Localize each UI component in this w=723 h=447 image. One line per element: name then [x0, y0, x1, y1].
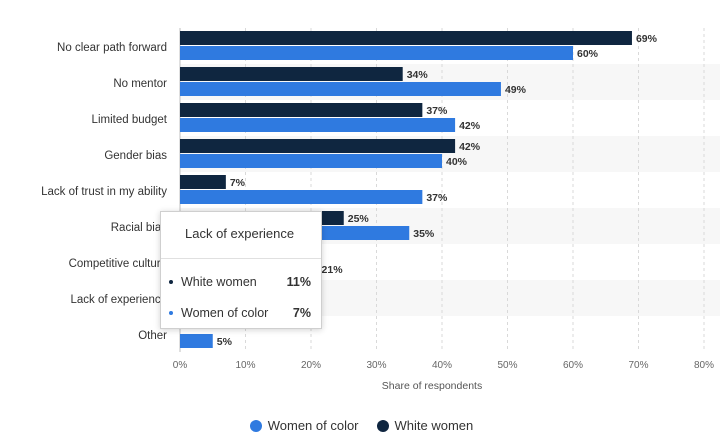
tooltip-value-white-women: 11%	[286, 275, 311, 289]
data-label-women-of-color-racial-bias: 35%	[413, 228, 435, 240]
data-label-women-of-color-lack-of-trust-in-my-ability: 37%	[426, 192, 448, 204]
category-label-gender-bias: Gender bias	[104, 150, 167, 162]
data-label-women-of-color-no-clear-path-forward: 60%	[577, 48, 599, 60]
data-label-women-of-color-no-mentor: 49%	[505, 84, 527, 96]
bar-white-women-no-clear-path-forward	[180, 31, 632, 45]
tooltip-title: Lack of experience	[185, 226, 295, 241]
tooltip-label-women-of-color: Women of color	[181, 306, 269, 320]
data-label-white-women-no-mentor: 34%	[407, 69, 429, 81]
legend-label-white-women: White women	[394, 418, 474, 433]
data-label-women-of-color-competitive-culture: 21%	[322, 264, 344, 276]
x-tick-label-80: 80%	[694, 360, 714, 371]
tooltip-label-white-women: White women	[181, 275, 257, 289]
category-label-lack-of-experience: Lack of experience	[70, 294, 167, 306]
category-label-competitive-culture: Competitive culture	[69, 258, 167, 270]
data-label-white-women-gender-bias: 42%	[459, 141, 481, 153]
bar-women-of-color-no-mentor	[180, 82, 501, 96]
category-label-no-clear-path-forward: No clear path forward	[57, 42, 167, 54]
legend-item-women-of-color[interactable]: Women of color	[249, 418, 359, 433]
tooltip: Lack of experience White women 11% Women…	[160, 211, 322, 329]
data-label-white-women-no-clear-path-forward: 69%	[636, 33, 658, 45]
category-label-lack-of-trust-in-my-ability: Lack of trust in my ability	[41, 186, 167, 198]
x-tick-label-60: 60%	[563, 360, 583, 371]
bar-white-women-lack-of-trust-in-my-ability	[180, 175, 226, 189]
data-label-women-of-color-other: 5%	[217, 336, 233, 348]
data-label-white-women-racial-bias: 25%	[348, 213, 370, 225]
bar-white-women-gender-bias	[180, 139, 456, 153]
legend-dot-white-women	[376, 419, 389, 432]
category-label-other: Other	[138, 330, 167, 342]
x-axis-title: Share of respondents	[382, 380, 482, 392]
x-tick-label-70: 70%	[628, 360, 648, 371]
data-label-women-of-color-gender-bias: 40%	[446, 156, 468, 168]
x-tick-label-30: 30%	[366, 360, 386, 371]
legend-label-women-of-color: Women of color	[267, 418, 359, 433]
data-label-white-women-limited-budget: 37%	[426, 105, 448, 117]
bar-white-women-no-mentor	[180, 67, 403, 81]
tooltip-divider	[161, 258, 321, 259]
bar-women-of-color-no-clear-path-forward	[180, 46, 573, 60]
tooltip-value-women-of-color: 7%	[292, 306, 311, 320]
bar-white-women-limited-budget	[180, 103, 423, 117]
bar-women-of-color-gender-bias	[180, 154, 442, 168]
category-label-no-mentor: No mentor	[113, 78, 167, 90]
x-tick-label-20: 20%	[301, 360, 321, 371]
legend: Women of color White women	[0, 418, 723, 433]
tooltip-row-white-women: White women 11%	[169, 275, 311, 289]
bar-women-of-color-limited-budget	[180, 118, 456, 132]
data-label-women-of-color-limited-budget: 42%	[459, 120, 481, 132]
legend-dot-women-of-color	[249, 419, 262, 432]
x-tick-label-0: 0%	[173, 360, 188, 371]
tooltip-bullet-white-women	[169, 280, 173, 284]
tooltip-bullet-women-of-color	[169, 311, 173, 315]
data-label-white-women-lack-of-trust-in-my-ability: 7%	[230, 177, 246, 189]
category-label-limited-budget: Limited budget	[92, 114, 168, 126]
bar-women-of-color-other	[180, 334, 213, 348]
tooltip-row-women-of-color: Women of color 7%	[169, 306, 311, 320]
x-tick-label-40: 40%	[432, 360, 452, 371]
category-label-racial-bias: Racial bias	[111, 222, 167, 234]
bar-women-of-color-lack-of-trust-in-my-ability	[180, 190, 423, 204]
legend-item-white-women[interactable]: White women	[376, 418, 474, 433]
x-tick-label-10: 10%	[235, 360, 255, 371]
x-tick-label-50: 50%	[497, 360, 517, 371]
